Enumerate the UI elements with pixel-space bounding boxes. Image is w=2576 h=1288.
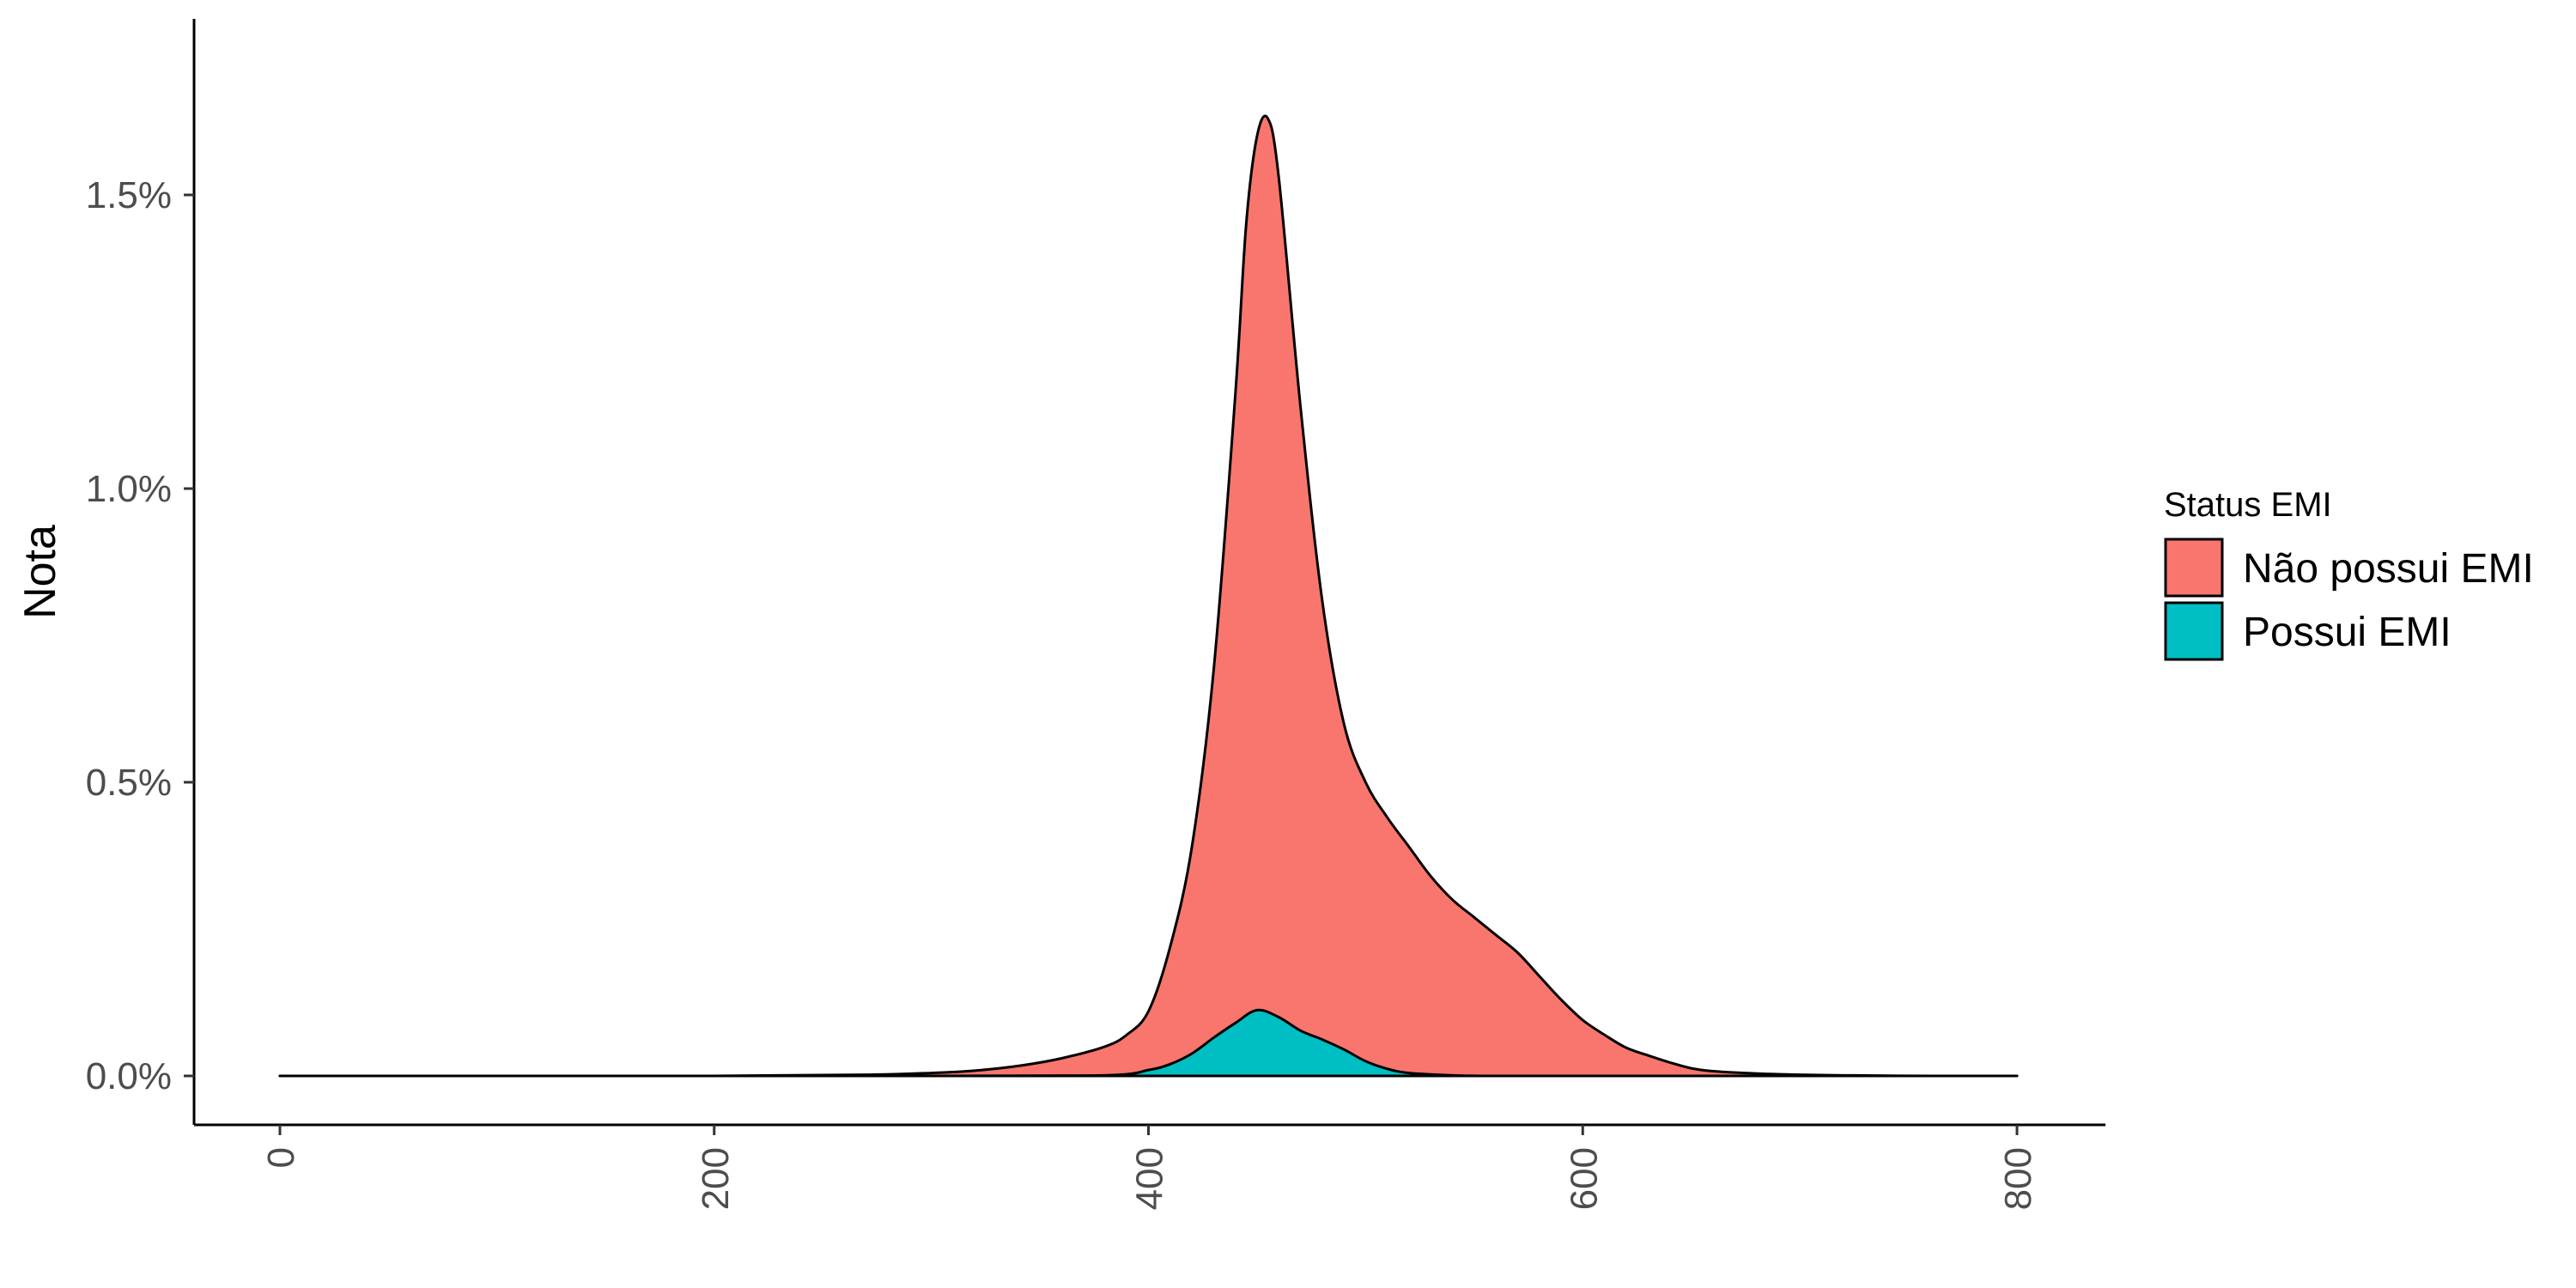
axes [192,19,2105,1127]
legend-title: Status EMI [2164,486,2332,524]
y-tick-label: 1.5% [86,174,172,216]
axis-ticks: 0.0% 0.5% 1.0% 1.5% 0 200 400 600 800 [86,174,2039,1210]
legend-key [2164,601,2224,661]
y-tick-label: 0.0% [86,1055,172,1097]
density-area-possui-emi [278,1008,2019,1078]
x-tick-label: 0 [260,1147,302,1168]
plot-areas [278,114,2019,1078]
density-area-nao-possui-emi [278,114,2019,1078]
x-tick-label: 400 [1129,1147,1171,1210]
legend-key [2164,538,2224,598]
x-tick-label: 800 [1997,1147,2039,1210]
legend-label: Não possui EMI [2243,546,2534,592]
x-tick-label: 600 [1563,1147,1605,1210]
legend-label: Possui EMI [2243,610,2451,655]
y-tick-label: 0.5% [86,762,172,804]
y-tick-label: 1.0% [86,468,172,510]
x-tick-label: 200 [695,1147,737,1210]
y-axis-title: Nota [15,525,65,619]
legend: Status EMI Não possui EMI Possui EMI [2164,486,2534,661]
